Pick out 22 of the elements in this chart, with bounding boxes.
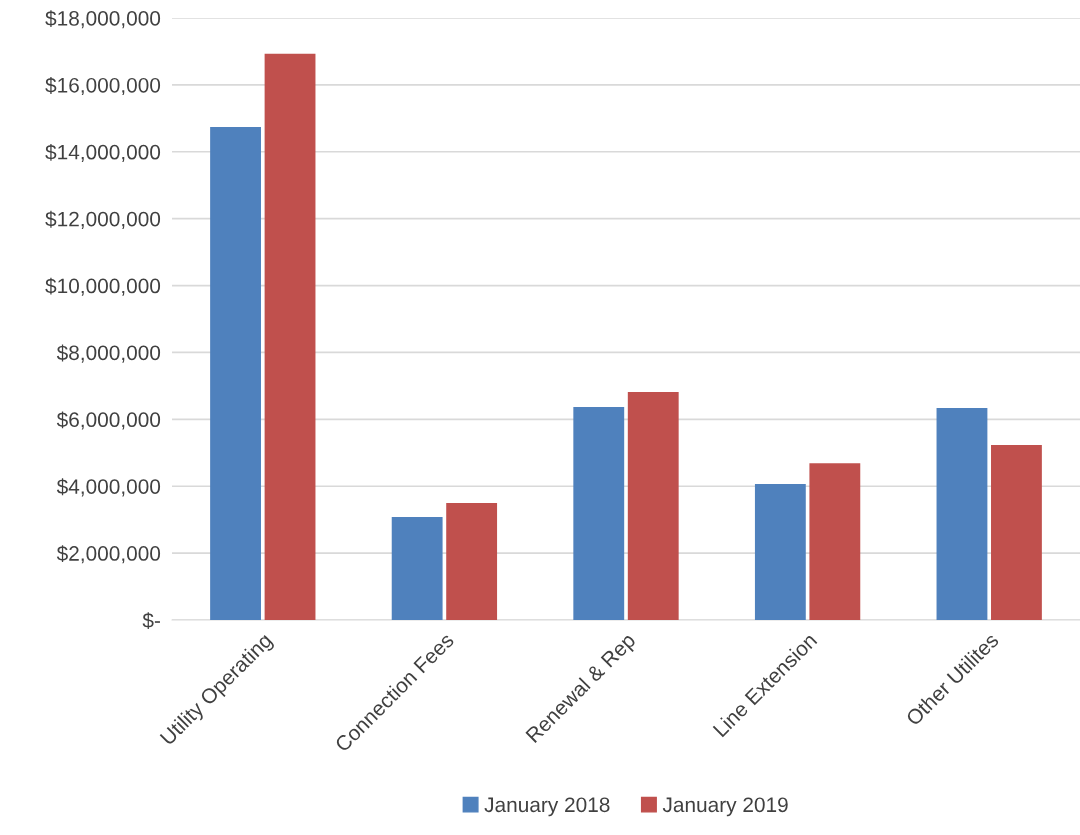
y-tick-label: $16,000,000 [45,77,161,96]
legend-label: January 2019 [662,797,788,817]
y-tick-label: $8,000,000 [56,344,161,363]
bar [391,516,443,620]
bar [573,406,625,620]
y-tick-label: $- [142,612,160,629]
legend-label: January 2018 [484,797,610,817]
bar [936,407,988,620]
y-tick-label: $14,000,000 [45,143,161,162]
bar [754,483,806,620]
y-tick-label: $18,000,000 [45,10,161,29]
bar [627,391,679,620]
bar [264,53,316,620]
y-tick-label: $2,000,000 [56,545,161,564]
bar [809,463,861,620]
bar [446,502,498,620]
y-tick-label: $6,000,000 [56,411,161,430]
y-tick-label: $10,000,000 [45,277,161,296]
bar [991,445,1042,620]
y-tick-label: $4,000,000 [56,478,161,497]
bar [210,127,261,620]
y-tick-label: $12,000,000 [45,210,161,229]
